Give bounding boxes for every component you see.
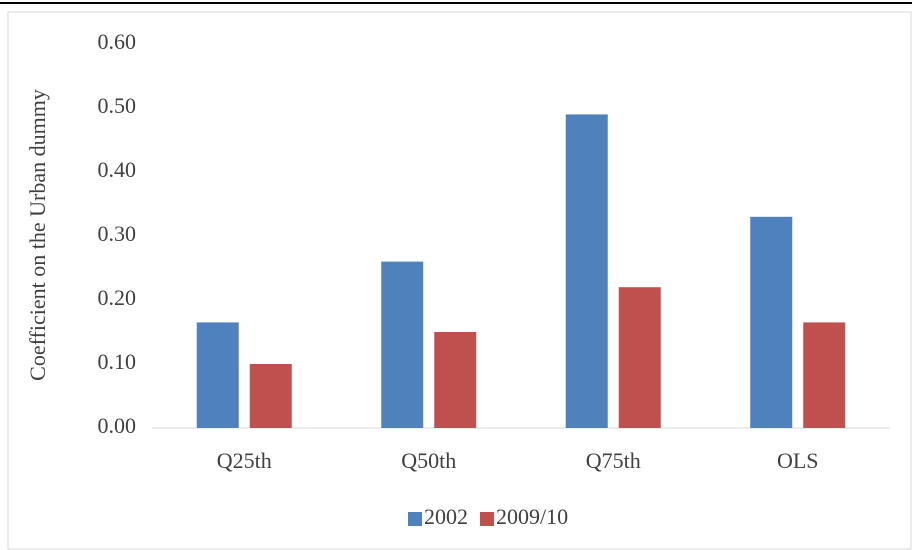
bar bbox=[434, 332, 477, 428]
x-tick-label: OLS bbox=[777, 448, 819, 473]
bar bbox=[249, 364, 292, 428]
bar bbox=[381, 261, 424, 428]
y-tick-label: 0.10 bbox=[98, 349, 137, 374]
y-tick-label: 0.20 bbox=[98, 285, 137, 310]
legend-label: 2009/10 bbox=[496, 504, 568, 529]
legend-swatch bbox=[408, 512, 422, 526]
x-tick-label: Q50th bbox=[401, 448, 456, 473]
bar bbox=[750, 216, 793, 428]
bar bbox=[803, 322, 846, 428]
y-tick-label: 0.40 bbox=[98, 157, 137, 182]
bar bbox=[196, 322, 239, 428]
y-tick-label: 0.50 bbox=[98, 93, 137, 118]
y-tick-label: 0.60 bbox=[98, 29, 137, 54]
legend-swatch bbox=[480, 512, 494, 526]
y-tick-label: 0.00 bbox=[98, 413, 137, 438]
bar bbox=[565, 114, 608, 429]
y-axis-title: Coefficient on the Urban dummy bbox=[25, 89, 50, 381]
y-tick-label: 0.30 bbox=[98, 221, 137, 246]
x-tick-label: Q75th bbox=[586, 448, 641, 473]
bar bbox=[618, 287, 661, 428]
chart-frame bbox=[7, 11, 912, 550]
x-tick-label: Q25th bbox=[217, 448, 272, 473]
legend-label: 2002 bbox=[424, 504, 468, 529]
